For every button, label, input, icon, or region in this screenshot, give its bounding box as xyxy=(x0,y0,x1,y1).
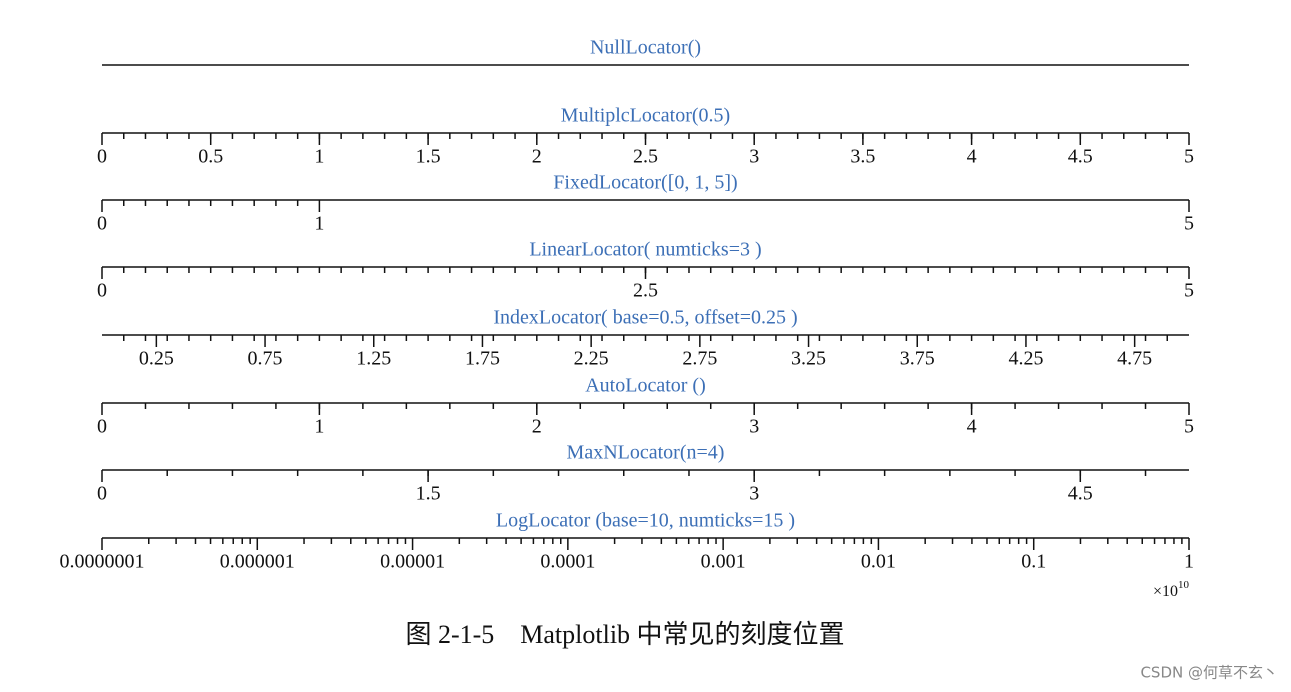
axis-title: MaxNLocator(n=4) xyxy=(567,442,725,464)
tick-label: 1 xyxy=(314,416,324,438)
caption: 图 2-1-5 Matplotlib 中常见的刻度位置 xyxy=(405,620,844,649)
tick-label: 5 xyxy=(1184,280,1194,302)
axis-title: LinearLocator( numticks=3 ) xyxy=(529,239,761,261)
tick-label: 2 xyxy=(532,146,542,168)
tick-label: 1.75 xyxy=(465,348,500,370)
tick-label: 0.0001 xyxy=(540,551,595,573)
tick-label: 0 xyxy=(97,483,107,505)
tick-label: 3.75 xyxy=(900,348,935,370)
offset-text: ×1010 xyxy=(1153,579,1190,600)
axis-title: IndexLocator( base=0.5, offset=0.25 ) xyxy=(493,307,797,329)
tick-label: 4 xyxy=(967,146,977,168)
tick-label: 0.25 xyxy=(139,348,174,370)
axis-title: MultiplcLocator(0.5) xyxy=(561,105,730,127)
tick-label: 3 xyxy=(749,483,759,505)
offset-base: ×10 xyxy=(1153,583,1178,600)
tick-label: 1 xyxy=(314,213,324,235)
tick-label: 2.75 xyxy=(682,348,717,370)
tick-label: 0.5 xyxy=(198,146,223,168)
tick-label: 3 xyxy=(749,146,759,168)
tick-label: 4 xyxy=(967,416,977,438)
tick-label: 0.001 xyxy=(701,551,746,573)
tick-label: 2 xyxy=(532,416,542,438)
offset-exponent: 10 xyxy=(1178,579,1190,591)
tick-label: 4.75 xyxy=(1117,348,1152,370)
tick-label: 1.5 xyxy=(416,146,441,168)
tick-label: 2.25 xyxy=(574,348,609,370)
tick-label: 0 xyxy=(97,213,107,235)
tick-label: 3.5 xyxy=(850,146,875,168)
axis-title: AutoLocator () xyxy=(585,375,706,397)
tick-label: 0.00001 xyxy=(380,551,445,573)
tick-label: 4.25 xyxy=(1008,348,1043,370)
tick-label: 0.01 xyxy=(861,551,896,573)
watermark: CSDN @何草不玄丶 xyxy=(1140,664,1278,682)
tick-label: 4.5 xyxy=(1068,146,1093,168)
tick-label: 5 xyxy=(1184,416,1194,438)
tick-label: 0.0000001 xyxy=(60,551,145,573)
tick-label: 4.5 xyxy=(1068,483,1093,505)
tick-label: 3 xyxy=(749,416,759,438)
tick-label: 0.75 xyxy=(248,348,283,370)
tick-label: 1.25 xyxy=(356,348,391,370)
tick-label: 0.1 xyxy=(1021,551,1046,573)
tick-label: 1 xyxy=(314,146,324,168)
tick-label: 2.5 xyxy=(633,146,658,168)
tick-label: 0.000001 xyxy=(220,551,295,573)
tick-label: 5 xyxy=(1184,146,1194,168)
axis-title: FixedLocator([0, 1, 5]) xyxy=(553,172,737,194)
tick-label: 1 xyxy=(1184,551,1194,573)
tick-label: 0 xyxy=(97,280,107,302)
tick-label: 0 xyxy=(97,146,107,168)
tick-label: 1.5 xyxy=(416,483,441,505)
axis-title: NullLocator() xyxy=(590,37,701,59)
tick-label: 2.5 xyxy=(633,280,658,302)
tick-label: 3.25 xyxy=(791,348,826,370)
axis-title: LogLocator (base=10, numticks=15 ) xyxy=(496,510,795,532)
tick-label: 0 xyxy=(97,416,107,438)
tick-label: 5 xyxy=(1184,213,1194,235)
